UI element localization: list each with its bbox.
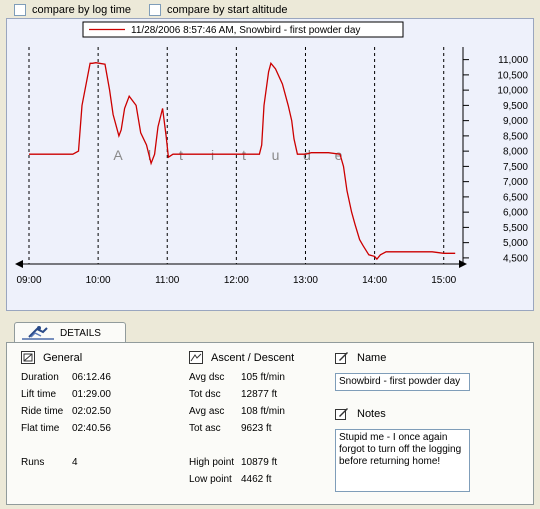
general-stat-row: Duration 06:12.46 (21, 372, 111, 383)
skier-icon (22, 326, 54, 340)
ascent-stat-row: Avg dsc 105 ft/min (189, 372, 285, 383)
details-tabstrip: DETAILS (4, 322, 536, 343)
high-point-value: 10879 ft (241, 457, 278, 468)
watermark-letter: i (211, 147, 214, 163)
edit-icon (335, 352, 348, 364)
legend-box (82, 21, 404, 38)
ascent-descent-heading-text: Ascent / Descent (211, 351, 295, 364)
watermark-letter: e (335, 147, 343, 163)
x-tick-label: 11:00 (155, 275, 180, 286)
general-heading: General (21, 351, 82, 364)
ascent-stat-label: Tot dsc (189, 389, 221, 400)
ascent-stat-label: Avg asc (189, 406, 225, 417)
runs-label: Runs (21, 457, 45, 468)
general-stat-row: Lift time 01:29.00 (21, 389, 111, 400)
notes-field[interactable]: Stupid me - I once again forgot to turn … (335, 429, 470, 492)
high-point-row: High point 10879 ft (189, 457, 277, 468)
ascent-stat-value: 108 ft/min (241, 406, 285, 417)
general-stat-value: 02:40.56 (72, 423, 111, 434)
compare-log-time-checkbox[interactable]: compare by log time (14, 4, 131, 16)
general-stat-value: 01:29.00 (72, 389, 111, 400)
ascent-stat-value: 9623 ft (241, 423, 272, 434)
y-tick-label: 9,500 (503, 101, 528, 112)
runs-row: Runs 4 (21, 457, 78, 468)
tab-details-label: DETAILS (60, 327, 101, 339)
y-tick-label: 7,500 (503, 162, 528, 173)
altitude-chart: 11/28/2006 8:57:46 AM, Snowbird - first … (15, 21, 528, 286)
watermark-letter: u (272, 147, 280, 163)
y-tick-label: 6,000 (503, 208, 528, 219)
ascent-stat-label: Avg dsc (189, 372, 225, 383)
ascent-stat-value: 12877 ft (241, 389, 278, 400)
high-point-label: High point (189, 457, 235, 468)
notes-heading-text: Notes (357, 407, 386, 420)
notes-heading: Notes (335, 407, 386, 420)
ascent-stat-value: 105 ft/min (241, 372, 285, 383)
watermark-letter: A (113, 147, 123, 163)
name-heading-text: Name (357, 351, 387, 364)
general-stat-value: 02:02.50 (72, 406, 111, 417)
y-tick-label: 5,000 (503, 238, 528, 249)
checkbox-box[interactable] (149, 4, 161, 16)
watermark-letter: t (242, 147, 246, 163)
y-tick-label: 10,500 (497, 70, 528, 81)
y-tick-label: 8,500 (503, 131, 528, 142)
compare-start-altitude-checkbox[interactable]: compare by start altitude (149, 4, 287, 16)
general-stat-label: Duration (21, 372, 59, 383)
y-tick-label: 8,000 (503, 147, 528, 158)
ascent-stat-label: Tot asc (189, 423, 221, 434)
watermark-letter: d (303, 147, 311, 163)
y-tick-label: 6,500 (503, 192, 528, 203)
x-tick-label: 13:00 (293, 275, 318, 286)
slope-icon (189, 351, 203, 364)
low-point-label: Low point (189, 474, 232, 485)
x-tick-label: 10:00 (86, 275, 111, 286)
y-tick-label: 10,000 (497, 86, 528, 97)
ascent-descent-heading: Ascent / Descent (189, 351, 294, 364)
name-field[interactable]: Snowbird - first powder day (335, 373, 470, 391)
ascent-stat-row: Tot asc 9623 ft (189, 423, 272, 434)
x-tick-label: 09:00 (16, 275, 41, 286)
ascent-stat-row: Tot dsc 12877 ft (189, 389, 277, 400)
checkbox-box[interactable] (14, 4, 26, 16)
summary-icon (21, 351, 35, 364)
general-stat-label: Lift time (21, 389, 57, 400)
y-tick-label: 9,000 (503, 116, 528, 127)
low-point-row: Low point 4462 ft (189, 474, 272, 485)
y-tick-label: 7,000 (503, 177, 528, 188)
low-point-value: 4462 ft (241, 474, 272, 485)
x-axis-left-arrow (15, 260, 23, 268)
tab-details[interactable]: DETAILS (14, 322, 126, 343)
x-tick-label: 12:00 (224, 275, 249, 286)
altitude-series-line (29, 61, 456, 261)
legend-label: 11/28/2006 8:57:46 AM, Snowbird - first … (131, 25, 360, 36)
ascent-stat-row: Avg asc 108 ft/min (189, 406, 285, 417)
general-stat-row: Flat time 02:40.56 (21, 423, 111, 434)
details-panel: General Duration 06:12.46 Lift time 01:29.0… (6, 342, 534, 505)
general-stat-label: Flat time (21, 423, 60, 434)
general-stat-row: Ride time 02:02.50 (21, 406, 111, 417)
compare-log-time-label: compare by log time (32, 4, 132, 16)
altitude-chart-panel: 11/28/2006 8:57:46 AM, Snowbird - first … (6, 18, 534, 311)
compare-start-altitude-label: compare by start altitude (167, 4, 288, 16)
general-stat-label: Ride time (21, 406, 64, 417)
x-tick-label: 14:00 (362, 275, 387, 286)
general-heading-text: General (43, 351, 83, 364)
runs-value: 4 (72, 457, 78, 468)
y-tick-label: 5,500 (503, 223, 528, 234)
general-stat-value: 06:12.46 (72, 372, 111, 383)
compare-toolbar: compare by log time compare by start alt… (0, 0, 540, 20)
x-tick-label: 15:00 (431, 275, 456, 286)
y-tick-label: 4,500 (503, 253, 528, 264)
y-tick-label: 11,000 (498, 55, 528, 66)
edit-icon (335, 408, 348, 420)
name-heading: Name (335, 351, 386, 364)
watermark-letter: t (179, 147, 183, 163)
